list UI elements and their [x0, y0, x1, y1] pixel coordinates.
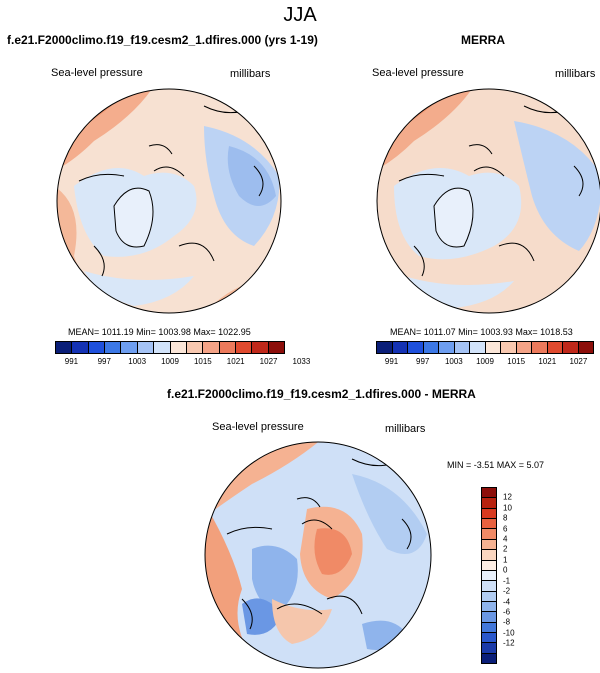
panel1-variable: Sea-level pressure [51, 67, 143, 79]
panel2-units: millibars [555, 68, 596, 80]
panel3-polar-map [204, 441, 432, 669]
colorbar-swatch [377, 342, 393, 353]
colorbar-swatch [482, 591, 496, 602]
colorbar-swatch [482, 633, 496, 644]
colorbar-swatch [470, 342, 486, 353]
colorbar-swatch [482, 643, 496, 654]
colorbar-tick-label: 2 [503, 544, 508, 554]
colorbar-swatch [482, 550, 496, 561]
colorbar-tick-label: 991 [384, 357, 399, 366]
panel1-colorbar-ticks: 991 997 1003 1009 1015 1021 1027 1033 [55, 357, 311, 369]
colorbar-tick-label: 991 [64, 357, 79, 366]
season-title: JJA [283, 4, 317, 26]
colorbar-tick-label: 1009 [161, 357, 179, 366]
colorbar-tick-label: 1003 [128, 357, 147, 366]
colorbar-tick-label: 1021 [226, 357, 245, 366]
colorbar-tick-label: -4 [503, 597, 511, 607]
colorbar-swatch [482, 622, 496, 634]
panel3-title: f.e21.F2000climo.f19_f19.cesm2_1.dfires.… [167, 387, 476, 401]
colorbar-tick-label: -2 [503, 586, 511, 596]
colorbar-swatch [501, 342, 517, 353]
panel1-units: millibars [230, 68, 271, 80]
panel1-colorbar [55, 341, 285, 354]
colorbar-swatch [392, 342, 408, 353]
colorbar-swatch [219, 342, 236, 353]
colorbar-swatch [563, 342, 579, 353]
colorbar-swatch [578, 342, 593, 353]
colorbar-tick-label: -6 [503, 607, 511, 617]
colorbar-swatch [482, 581, 496, 592]
colorbar-tick-label: 4 [503, 534, 508, 544]
colorbar-swatch [482, 529, 496, 540]
colorbar-swatch [482, 508, 496, 520]
colorbar-tick-label: 1027 [569, 357, 588, 366]
colorbar-swatch [482, 539, 496, 551]
colorbar-swatch [482, 498, 496, 509]
panel2-colorbar [376, 341, 594, 354]
colorbar-swatch [105, 342, 122, 353]
colorbar-tick-label: 1015 [507, 357, 526, 366]
colorbar-tick-label: 1021 [538, 357, 557, 366]
colorbar-swatch [203, 342, 220, 353]
colorbar-swatch [516, 342, 532, 353]
colorbar-tick-label: 1015 [193, 357, 212, 366]
colorbar-tick-label: 1027 [259, 357, 278, 366]
panel3-variable: Sea-level pressure [212, 421, 304, 433]
colorbar-tick-label: -12 [503, 638, 515, 648]
panel3-units: millibars [385, 423, 426, 435]
colorbar-tick-label: 1003 [444, 357, 463, 366]
colorbar-swatch [235, 342, 253, 353]
colorbar-swatch [170, 342, 187, 353]
colorbar-tick-label: 1 [503, 555, 508, 565]
colorbar-tick-label: 1009 [476, 357, 494, 366]
panel1-polar-map [56, 88, 282, 314]
colorbar-swatch [268, 342, 285, 353]
colorbar-tick-label: 10 [503, 503, 512, 513]
colorbar-swatch [482, 653, 496, 664]
colorbar-swatch [485, 342, 501, 353]
colorbar-swatch [186, 342, 204, 353]
panel3-stats: MIN = -3.51 MAX = 5.07 [447, 460, 545, 470]
colorbar-swatch [88, 342, 106, 353]
colorbar-tick-label: 6 [503, 524, 508, 534]
colorbar-swatch [154, 342, 171, 353]
colorbar-tick-label: 8 [503, 513, 508, 523]
colorbar-swatch [408, 342, 424, 353]
colorbar-swatch [56, 342, 73, 353]
colorbar-swatch [482, 560, 496, 571]
colorbar-tick-label: 997 [416, 357, 430, 366]
panel1-stats: MEAN= 1011.19 Min= 1003.98 Max= 1022.95 [68, 327, 251, 337]
panel2-variable: Sea-level pressure [372, 67, 464, 79]
colorbar-swatch [482, 612, 496, 623]
panel2-stats: MEAN= 1011.07 Min= 1003.93 Max= 1018.53 [390, 327, 573, 337]
colorbar-swatch [72, 342, 89, 353]
colorbar-tick-label: 12 [503, 492, 512, 502]
panel2-title: MERRA [461, 33, 505, 47]
colorbar-swatch [137, 342, 155, 353]
colorbar-swatch [482, 519, 496, 530]
colorbar-tick-label: -1 [503, 576, 511, 586]
colorbar-tick-label: 997 [97, 357, 111, 366]
colorbar-swatch [532, 342, 548, 353]
colorbar-swatch [454, 342, 470, 353]
colorbar-tick-label: -8 [503, 617, 511, 627]
colorbar-swatch [547, 342, 563, 353]
colorbar-tick-label: 1033 [292, 357, 311, 366]
colorbar-swatch [439, 342, 455, 353]
colorbar-swatch [423, 342, 439, 353]
panel3-colorbar-ticks: 12 10 8 6 4 2 1 0 -1 -2 -4 -6 -8 -10 -12 [503, 487, 533, 664]
colorbar-swatch [482, 488, 496, 499]
colorbar-swatch [252, 342, 269, 353]
panel2-polar-map [376, 88, 600, 314]
colorbar-swatch [482, 601, 496, 613]
colorbar-swatch [482, 570, 496, 582]
panel3-colorbar [481, 487, 497, 664]
colorbar-tick-label: 0 [503, 565, 508, 575]
colorbar-tick-label: -10 [503, 628, 515, 638]
panel1-title: f.e21.F2000climo.f19_f19.cesm2_1.dfires.… [7, 33, 318, 47]
colorbar-swatch [121, 342, 138, 353]
